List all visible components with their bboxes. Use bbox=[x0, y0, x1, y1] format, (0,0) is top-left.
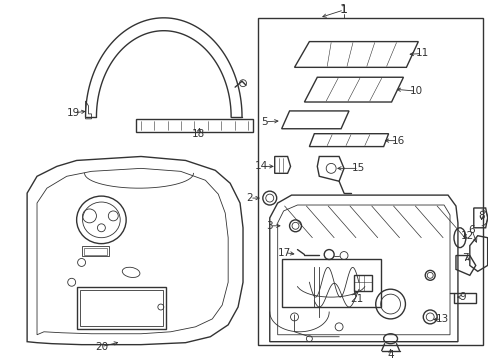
Text: 14: 14 bbox=[255, 161, 269, 171]
Bar bbox=[454, 293, 476, 303]
Text: 16: 16 bbox=[392, 136, 405, 146]
Text: 1: 1 bbox=[340, 3, 348, 17]
Text: 3: 3 bbox=[267, 221, 273, 231]
Text: 12: 12 bbox=[461, 231, 474, 241]
Bar bbox=[354, 275, 372, 291]
Text: 8: 8 bbox=[478, 211, 485, 221]
Text: 15: 15 bbox=[352, 163, 366, 174]
Bar bbox=[136, 119, 253, 132]
Text: 6: 6 bbox=[468, 225, 475, 235]
Text: 10: 10 bbox=[410, 86, 423, 96]
Text: 17: 17 bbox=[278, 248, 291, 257]
Bar bbox=[282, 260, 381, 307]
Text: 9: 9 bbox=[460, 292, 466, 302]
Text: 13: 13 bbox=[436, 314, 449, 324]
Text: 20: 20 bbox=[95, 342, 108, 352]
Bar bbox=[258, 18, 483, 345]
Text: 21: 21 bbox=[350, 294, 364, 304]
Text: 19: 19 bbox=[67, 108, 80, 118]
Text: 7: 7 bbox=[463, 252, 469, 262]
Text: 5: 5 bbox=[262, 117, 268, 127]
Bar bbox=[82, 246, 109, 256]
Bar bbox=[79, 290, 163, 326]
Text: 18: 18 bbox=[192, 129, 205, 139]
Bar bbox=[84, 248, 107, 255]
Bar bbox=[76, 287, 166, 329]
Text: 4: 4 bbox=[387, 350, 394, 360]
Text: 1: 1 bbox=[341, 5, 347, 15]
Text: 11: 11 bbox=[416, 49, 429, 58]
Text: 2: 2 bbox=[246, 193, 253, 203]
